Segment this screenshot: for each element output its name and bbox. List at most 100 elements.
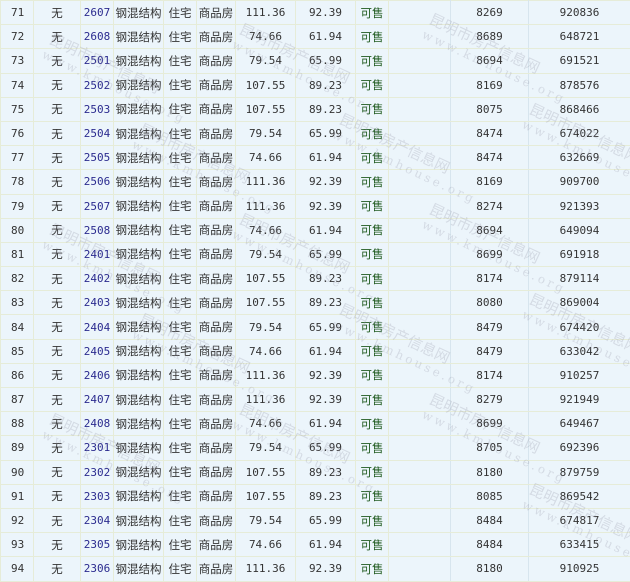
mortgage-cell: 无 bbox=[34, 291, 81, 315]
status-cell: 可售 bbox=[356, 242, 389, 266]
structure-cell: 钢混结构 bbox=[114, 194, 164, 218]
inner-area-cell: 61.94 bbox=[296, 146, 356, 170]
structure-cell: 钢混结构 bbox=[114, 484, 164, 508]
total-price-cell: 648721 bbox=[529, 25, 630, 49]
total-price-cell: 674022 bbox=[529, 121, 630, 145]
usage-cell: 住宅 bbox=[164, 25, 197, 49]
blank-cell bbox=[389, 1, 451, 25]
structure-cell: 钢混结构 bbox=[114, 73, 164, 97]
room-number-link[interactable]: 2302 bbox=[81, 460, 114, 484]
build-area-cell: 107.55 bbox=[236, 291, 296, 315]
mortgage-cell: 无 bbox=[34, 412, 81, 436]
row-index: 77 bbox=[1, 146, 34, 170]
total-price-cell: 632669 bbox=[529, 146, 630, 170]
build-area-cell: 79.54 bbox=[236, 121, 296, 145]
room-number-link[interactable]: 2405 bbox=[81, 339, 114, 363]
room-number-link[interactable]: 2304 bbox=[81, 508, 114, 532]
row-index: 81 bbox=[1, 242, 34, 266]
blank-cell bbox=[389, 25, 451, 49]
total-price-cell: 674420 bbox=[529, 315, 630, 339]
structure-cell: 钢混结构 bbox=[114, 25, 164, 49]
mortgage-cell: 无 bbox=[34, 73, 81, 97]
structure-cell: 钢混结构 bbox=[114, 146, 164, 170]
status-cell: 可售 bbox=[356, 121, 389, 145]
structure-cell: 钢混结构 bbox=[114, 121, 164, 145]
mortgage-cell: 无 bbox=[34, 97, 81, 121]
room-number-link[interactable]: 2408 bbox=[81, 412, 114, 436]
type-cell: 商品房 bbox=[197, 436, 236, 460]
blank-cell bbox=[389, 388, 451, 412]
room-number-link[interactable]: 2402 bbox=[81, 267, 114, 291]
room-number-link[interactable]: 2608 bbox=[81, 25, 114, 49]
usage-cell: 住宅 bbox=[164, 242, 197, 266]
room-number-link[interactable]: 2301 bbox=[81, 436, 114, 460]
room-number-link[interactable]: 2504 bbox=[81, 121, 114, 145]
room-number-link[interactable]: 2508 bbox=[81, 218, 114, 242]
blank-cell bbox=[389, 291, 451, 315]
room-number-link[interactable]: 2502 bbox=[81, 73, 114, 97]
room-number-link[interactable]: 2407 bbox=[81, 388, 114, 412]
unit-price-cell: 8075 bbox=[451, 97, 529, 121]
type-cell: 商品房 bbox=[197, 170, 236, 194]
inner-area-cell: 65.99 bbox=[296, 49, 356, 73]
status-cell: 可售 bbox=[356, 25, 389, 49]
mortgage-cell: 无 bbox=[34, 49, 81, 73]
room-number-link[interactable]: 2503 bbox=[81, 97, 114, 121]
inner-area-cell: 65.99 bbox=[296, 242, 356, 266]
unit-price-cell: 8269 bbox=[451, 1, 529, 25]
room-number-link[interactable]: 2501 bbox=[81, 49, 114, 73]
row-index: 75 bbox=[1, 97, 34, 121]
structure-cell: 钢混结构 bbox=[114, 557, 164, 581]
room-number-link[interactable]: 2305 bbox=[81, 533, 114, 557]
row-index: 90 bbox=[1, 460, 34, 484]
usage-cell: 住宅 bbox=[164, 194, 197, 218]
status-cell: 可售 bbox=[356, 339, 389, 363]
unit-price-cell: 8699 bbox=[451, 242, 529, 266]
room-number-link[interactable]: 2303 bbox=[81, 484, 114, 508]
room-number-link[interactable]: 2306 bbox=[81, 557, 114, 581]
room-number-link[interactable]: 2505 bbox=[81, 146, 114, 170]
row-index: 93 bbox=[1, 533, 34, 557]
type-cell: 商品房 bbox=[197, 484, 236, 508]
room-number-link[interactable]: 2404 bbox=[81, 315, 114, 339]
inner-area-cell: 65.99 bbox=[296, 508, 356, 532]
type-cell: 商品房 bbox=[197, 146, 236, 170]
unit-price-cell: 8180 bbox=[451, 557, 529, 581]
status-cell: 可售 bbox=[356, 267, 389, 291]
build-area-cell: 107.55 bbox=[236, 460, 296, 484]
room-number-link[interactable]: 2506 bbox=[81, 170, 114, 194]
room-number-link[interactable]: 2403 bbox=[81, 291, 114, 315]
structure-cell: 钢混结构 bbox=[114, 1, 164, 25]
blank-cell bbox=[389, 460, 451, 484]
type-cell: 商品房 bbox=[197, 291, 236, 315]
unit-price-cell: 8694 bbox=[451, 49, 529, 73]
total-price-cell: 879759 bbox=[529, 460, 630, 484]
structure-cell: 钢混结构 bbox=[114, 460, 164, 484]
mortgage-cell: 无 bbox=[34, 363, 81, 387]
type-cell: 商品房 bbox=[197, 49, 236, 73]
row-index: 92 bbox=[1, 508, 34, 532]
type-cell: 商品房 bbox=[197, 267, 236, 291]
inner-area-cell: 92.39 bbox=[296, 363, 356, 387]
inner-area-cell: 92.39 bbox=[296, 557, 356, 581]
usage-cell: 住宅 bbox=[164, 1, 197, 25]
blank-cell bbox=[389, 315, 451, 339]
room-number-link[interactable]: 2507 bbox=[81, 194, 114, 218]
usage-cell: 住宅 bbox=[164, 436, 197, 460]
structure-cell: 钢混结构 bbox=[114, 363, 164, 387]
inner-area-cell: 65.99 bbox=[296, 436, 356, 460]
build-area-cell: 79.54 bbox=[236, 315, 296, 339]
unit-price-cell: 8169 bbox=[451, 73, 529, 97]
mortgage-cell: 无 bbox=[34, 388, 81, 412]
room-number-link[interactable]: 2607 bbox=[81, 1, 114, 25]
room-number-link[interactable]: 2406 bbox=[81, 363, 114, 387]
type-cell: 商品房 bbox=[197, 339, 236, 363]
room-number-link[interactable]: 2401 bbox=[81, 242, 114, 266]
